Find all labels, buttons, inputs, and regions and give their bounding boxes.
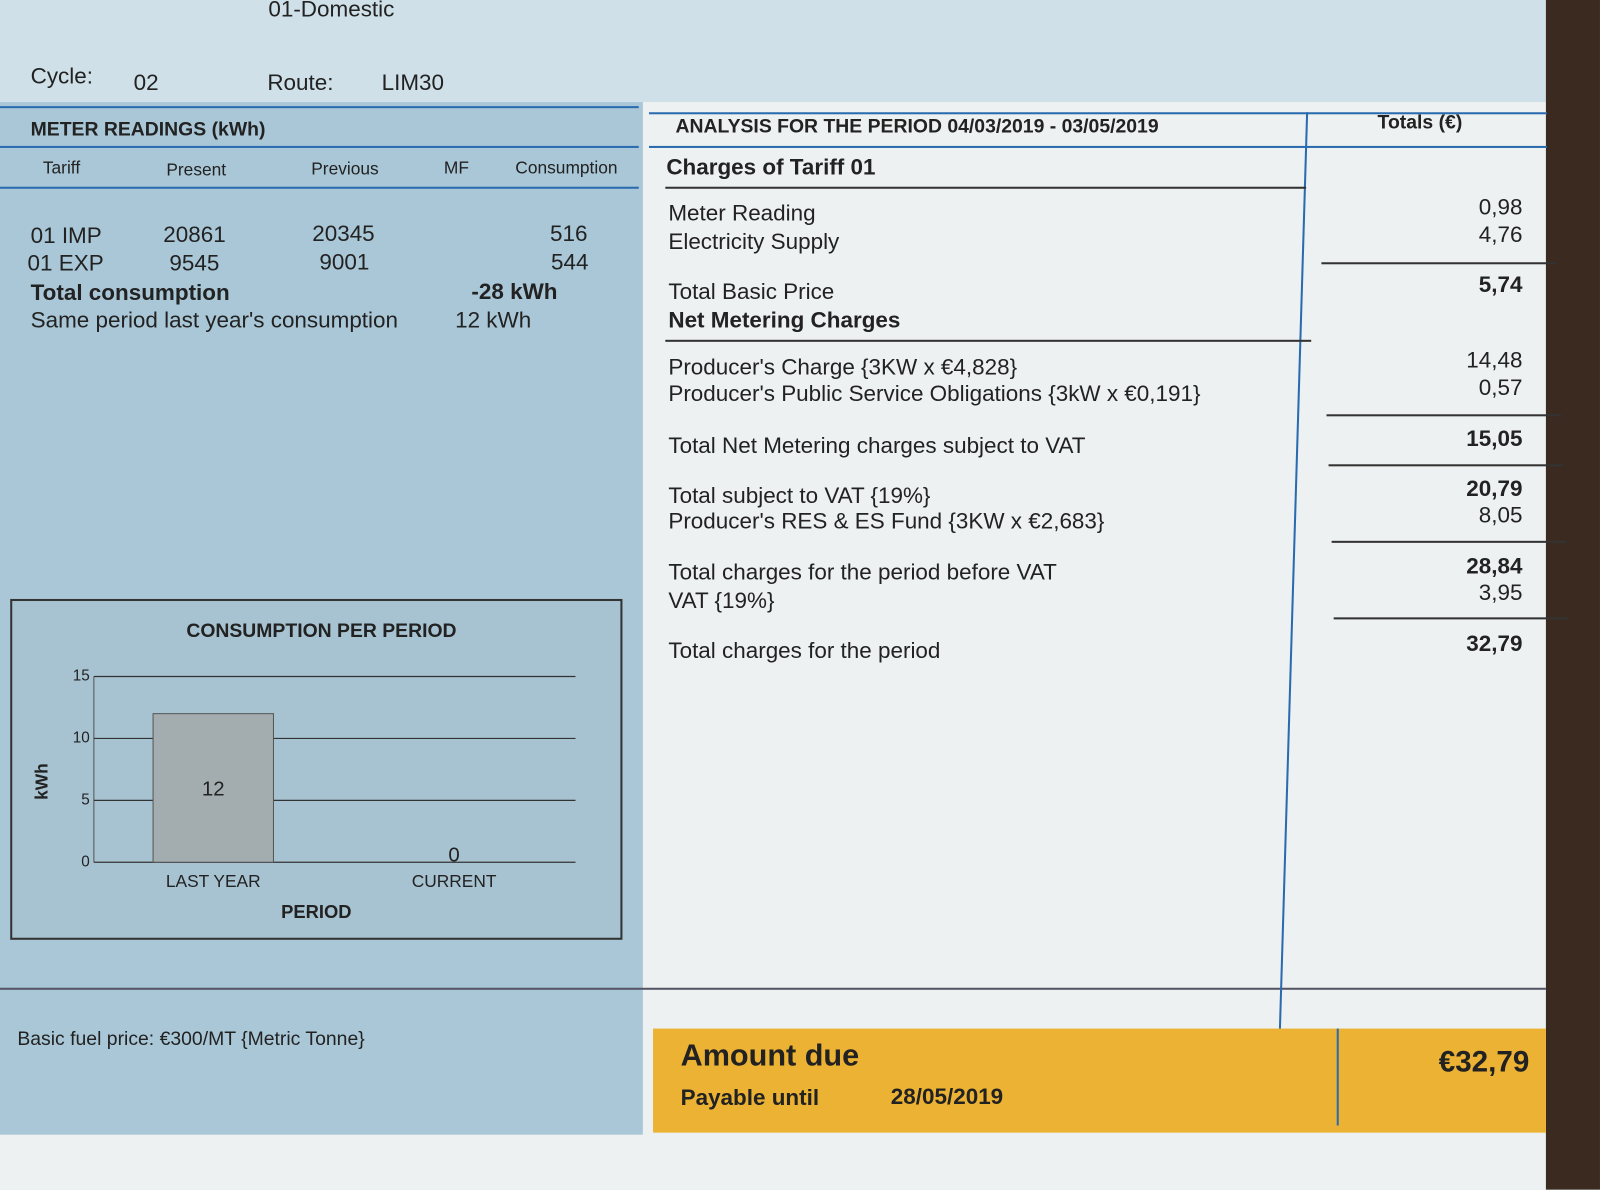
line-amount: 15,05 [1466, 425, 1523, 452]
tariff: 01 IMP [30, 222, 102, 248]
cycle-label: Cycle: [30, 63, 93, 89]
top-band [0, 0, 1546, 103]
analysis-title: ANALYSIS FOR THE PERIOD 04/03/2019 - 03/… [675, 116, 1159, 138]
present: 20861 [163, 221, 226, 247]
rule [648, 112, 1547, 115]
rule [1321, 262, 1557, 265]
cycle: 02 [133, 69, 159, 95]
data-label: 12 [202, 778, 225, 800]
section-heading: Net Metering Charges [668, 307, 901, 333]
column-divider [1336, 1028, 1339, 1126]
previous: 9001 [319, 248, 370, 275]
rule [0, 186, 639, 189]
line-amount: 3,95 [1478, 579, 1523, 606]
line-label: Total Net Metering charges subject to VA… [668, 432, 1086, 459]
rule [0, 106, 639, 109]
line-amount: 0,98 [1478, 193, 1523, 220]
route-label: Route: [267, 69, 334, 95]
present: 9545 [169, 249, 220, 276]
chart: CONSUMPTION PER PERIOD kWh PERIOD 0 5 10 15 12 L… [10, 598, 623, 940]
y-tick-label: 15 [73, 668, 90, 685]
line-label: Total charges for the period [668, 637, 941, 664]
x-tick-label: CURRENT [412, 871, 497, 891]
amount-due: €32,79 [1438, 1045, 1530, 1079]
fuel-price: Basic fuel price: €300/MT {Metric Tonne} [17, 1028, 365, 1050]
section-heading: Charges of Tariff 01 [666, 154, 876, 180]
line-label: Total Basic Price [668, 278, 835, 305]
line-label: Producer's Public Service Obligations {3… [668, 380, 1201, 407]
table-edge [1545, 0, 1600, 1190]
bar [152, 713, 274, 863]
y-axis-label: kWh [31, 763, 51, 800]
rule [1331, 540, 1567, 543]
column-divider [1278, 112, 1309, 1041]
line-label: VAT {19%} [668, 587, 775, 614]
rule [1333, 617, 1569, 620]
line-amount: 4,76 [1478, 221, 1523, 247]
total-label: Total consumption [30, 279, 230, 306]
column-header: Previous [311, 159, 379, 179]
line-label: Electricity Supply [668, 228, 840, 255]
payable-label: Payable until [680, 1084, 820, 1111]
y-tick-label: 0 [81, 853, 90, 870]
rule [665, 339, 1312, 342]
column-header: MF [443, 158, 469, 178]
line-label: Producer's Charge {3KW x €4,828} [668, 354, 1018, 380]
line-label: Producer's RES & ES Fund {3KW x €2,683} [668, 508, 1105, 534]
column-header: Present [166, 160, 227, 180]
line-amount: 28,84 [1466, 553, 1523, 579]
last-year-value: 12 kWh [455, 307, 532, 333]
consumption: 516 [549, 220, 588, 246]
payable-date: 28/05/2019 [890, 1083, 1004, 1110]
total-value: -28 kWh [471, 278, 558, 305]
amount-due-box [653, 1028, 1546, 1133]
line-label: Total subject to VAT {19%} [668, 482, 931, 509]
amount-due-label: Amount due [680, 1038, 860, 1073]
x-tick-label: LAST YEAR [166, 871, 261, 891]
line-amount: 32,79 [1466, 630, 1523, 657]
line-amount: 14,48 [1466, 346, 1523, 373]
previous: 20345 [312, 220, 375, 246]
line-amount: 20,79 [1466, 475, 1523, 502]
last-year-label: Same period last year's consumption [30, 307, 399, 333]
rule [648, 145, 1547, 148]
line-amount: 8,05 [1478, 502, 1523, 528]
tariff-type: 01-Domestic [268, 0, 395, 22]
route: LIM30 [381, 69, 445, 95]
line-label: Meter Reading [668, 199, 816, 226]
y-tick-label: 10 [73, 729, 90, 746]
chart-title: CONSUMPTION PER PERIOD [186, 620, 456, 642]
column-header: Consumption [515, 158, 618, 178]
meter-title: METER READINGS (kWh) [30, 119, 266, 141]
y-tick-label: 5 [81, 791, 90, 808]
tariff: 01 EXP [27, 249, 104, 276]
column-header: Tariff [42, 158, 81, 178]
totals-header: Totals (€) [1377, 112, 1463, 134]
rule [1326, 414, 1562, 417]
rule [0, 145, 639, 148]
rule [0, 987, 1546, 990]
data-label: 0 [448, 845, 459, 867]
rule [665, 186, 1307, 189]
consumption: 544 [551, 248, 589, 275]
line-label: Total charges for the period before VAT [668, 559, 1057, 585]
line-amount: 0,57 [1478, 374, 1523, 400]
rule [1328, 464, 1564, 467]
x-axis-label: PERIOD [281, 901, 351, 922]
line-amount: 5,74 [1478, 271, 1523, 297]
